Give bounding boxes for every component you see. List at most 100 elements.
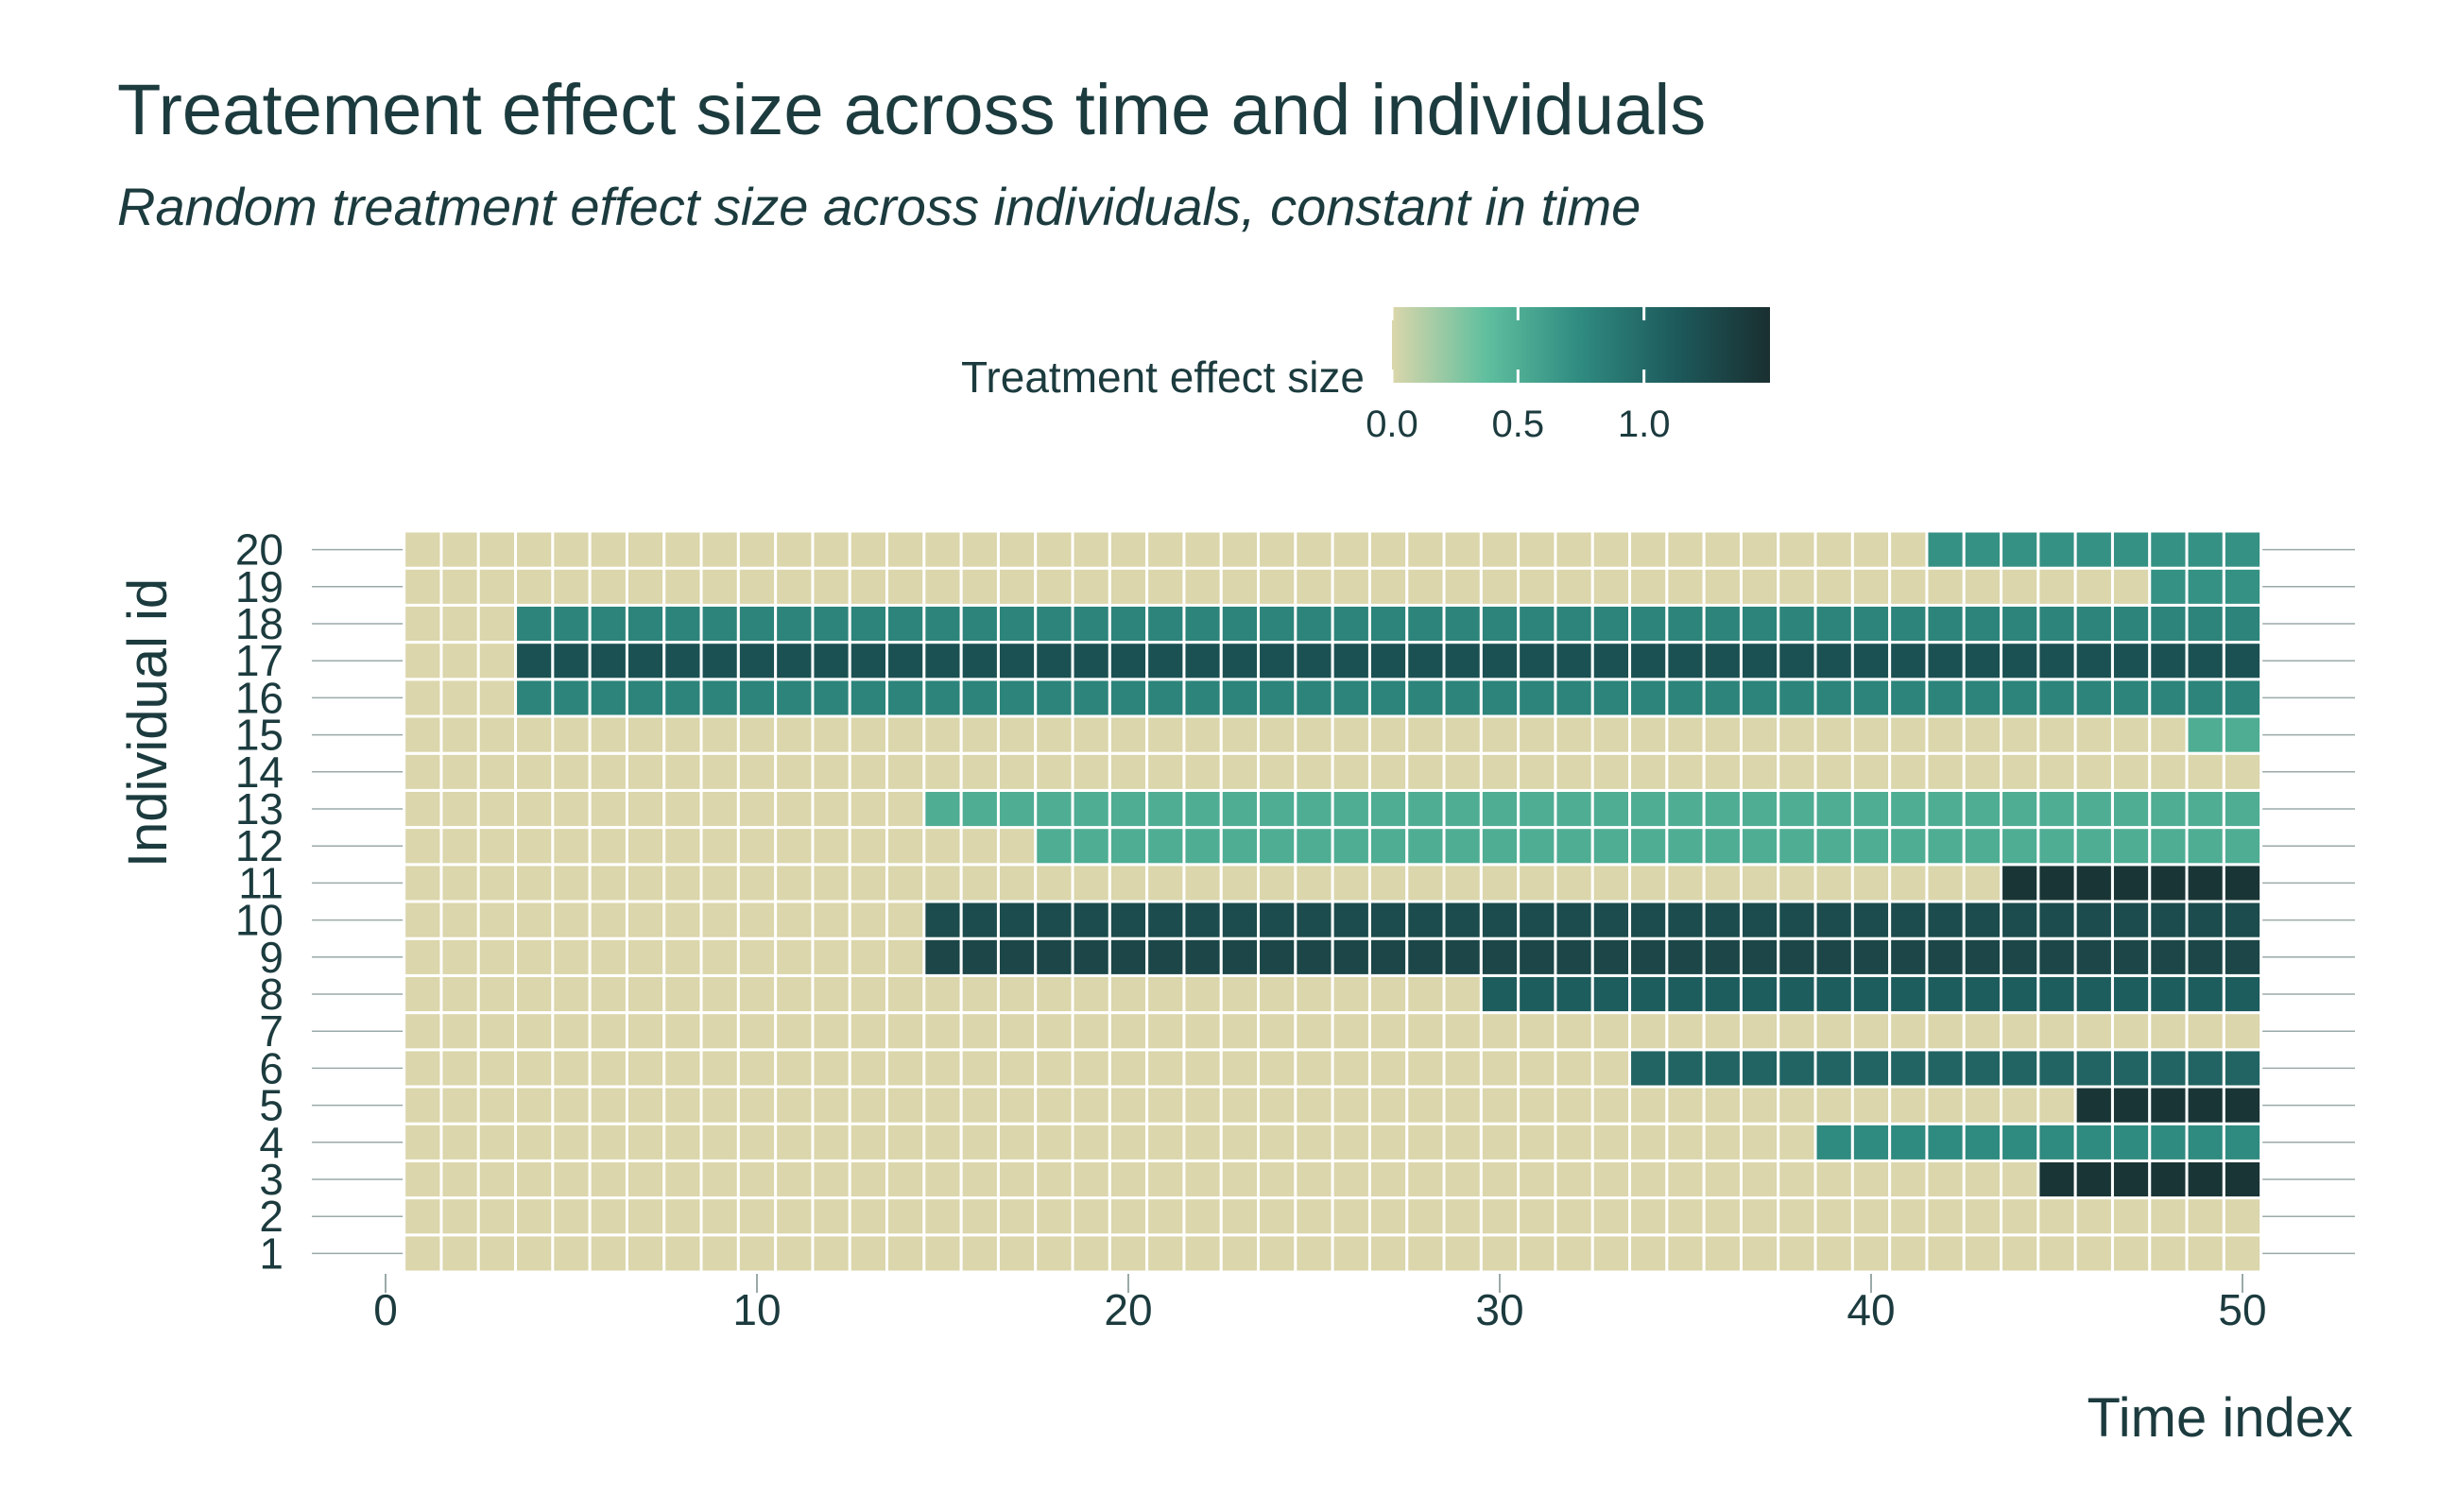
heatmap-cell — [1850, 1011, 1892, 1052]
heatmap-cell — [885, 751, 926, 792]
heatmap-cell — [2000, 826, 2040, 867]
heatmap-cell — [1257, 566, 1297, 607]
heatmap-cell — [2222, 529, 2263, 570]
heatmap-cell — [1590, 1233, 1632, 1274]
heatmap-cell — [1850, 529, 1892, 570]
heatmap-cell — [1367, 529, 1409, 570]
heatmap-cell — [1145, 566, 1186, 607]
heatmap-cell — [2000, 936, 2040, 977]
heatmap-cell — [885, 1085, 926, 1125]
heatmap-cell — [588, 936, 628, 977]
heatmap-cell — [1442, 900, 1483, 940]
heatmap-cell — [1925, 714, 1966, 755]
heatmap-cell — [2000, 900, 2040, 940]
heatmap-cell — [1850, 973, 1892, 1015]
heatmap-cell — [1257, 1159, 1297, 1200]
heatmap-cell — [1145, 1233, 1186, 1274]
heatmap-cell — [699, 714, 740, 755]
legend-tick-label: 0.0 — [1366, 404, 1418, 445]
heatmap-cell — [1777, 1196, 1817, 1237]
heatmap-cell — [848, 1159, 889, 1200]
heatmap-cell — [922, 1196, 963, 1237]
heatmap-cell — [1628, 863, 1669, 903]
heatmap-cell — [1071, 641, 1111, 681]
heatmap-cell — [551, 529, 592, 570]
heatmap-cell — [1590, 826, 1632, 867]
heatmap-cell — [1925, 1233, 1966, 1274]
y-tick-label: 12 — [235, 821, 284, 870]
heatmap-cell — [1517, 900, 1557, 940]
heatmap-cell — [1108, 1011, 1149, 1052]
heatmap-cell — [774, 826, 815, 867]
heatmap-cell — [1331, 529, 1371, 570]
heatmap-cell — [625, 826, 666, 867]
heatmap-cell — [1628, 751, 1669, 792]
heatmap-cell — [476, 973, 518, 1015]
heatmap-cell — [2036, 603, 2077, 644]
heatmap-cell — [1962, 751, 2003, 792]
heatmap-cell — [1517, 529, 1557, 570]
heatmap-cell — [2222, 751, 2263, 792]
y-tick-label: 1 — [259, 1228, 284, 1278]
heatmap-cell — [2000, 863, 2040, 903]
heatmap-cell — [403, 1048, 443, 1089]
heatmap-cell — [1925, 1085, 1966, 1125]
heatmap-cell — [2000, 1122, 2040, 1162]
heatmap-cell — [476, 1085, 518, 1125]
heatmap-cell — [1145, 1159, 1186, 1200]
heatmap-cell — [625, 1085, 666, 1125]
heatmap-cell — [736, 1159, 778, 1200]
heatmap-cell — [1108, 1196, 1149, 1237]
heatmap-cell — [699, 1048, 740, 1089]
heatmap-cell — [1702, 1196, 1743, 1237]
heatmap-cell — [885, 1196, 926, 1237]
heatmap-cell — [699, 1159, 740, 1200]
heatmap-cell — [1962, 936, 2003, 977]
heatmap-cell — [1739, 603, 1780, 644]
heatmap-cell — [996, 641, 1038, 681]
heatmap-cell — [2222, 1122, 2263, 1162]
heatmap-cell — [439, 1085, 480, 1125]
heatmap-cell — [1554, 1085, 1594, 1125]
heatmap-cell — [1145, 678, 1186, 718]
heatmap-cell — [959, 1085, 1000, 1125]
heatmap-cell — [736, 1196, 778, 1237]
heatmap-cell — [2185, 566, 2225, 607]
heatmap-cell — [848, 1085, 889, 1125]
heatmap-cell — [1739, 1011, 1780, 1052]
heatmap-cell — [1554, 788, 1594, 830]
legend-title: Treatment effect size — [961, 352, 1365, 402]
heatmap-cell — [403, 900, 443, 940]
heatmap-cell — [1479, 1085, 1521, 1125]
heatmap-cell — [1665, 973, 1706, 1015]
heatmap-cell — [625, 603, 666, 644]
heatmap-cell — [1702, 1233, 1743, 1274]
heatmap-cell — [1739, 973, 1780, 1015]
heatmap-cell — [662, 1159, 703, 1200]
heatmap-cell — [1554, 714, 1594, 755]
legend-tick-label: 1.0 — [1618, 404, 1671, 445]
y-tick-label: 8 — [259, 970, 284, 1019]
heatmap-cell — [1590, 566, 1632, 607]
heatmap-cell — [736, 1085, 778, 1125]
heatmap-cell — [699, 566, 740, 607]
heatmap-cell — [1517, 751, 1557, 792]
heatmap-cell — [403, 1233, 443, 1274]
heatmap-cell — [1850, 751, 1892, 792]
heatmap-cell — [1405, 973, 1446, 1015]
heatmap-cell — [1294, 641, 1334, 681]
heatmap-cell — [848, 641, 889, 681]
heatmap-cell — [1628, 1085, 1669, 1125]
heatmap-cell — [1702, 714, 1743, 755]
heatmap-cell — [885, 1159, 926, 1200]
y-tick-label: 6 — [259, 1043, 284, 1092]
heatmap-cell — [2222, 603, 2263, 644]
heatmap-cell — [1405, 1196, 1446, 1237]
heatmap-cell — [1813, 678, 1854, 718]
heatmap-cell — [2000, 1233, 2040, 1274]
heatmap-cell — [1294, 826, 1334, 867]
heatmap-cell — [2222, 714, 2263, 755]
heatmap-cell — [1554, 1048, 1594, 1089]
heatmap-cell — [2036, 529, 2077, 570]
heatmap-cell — [1517, 641, 1557, 681]
